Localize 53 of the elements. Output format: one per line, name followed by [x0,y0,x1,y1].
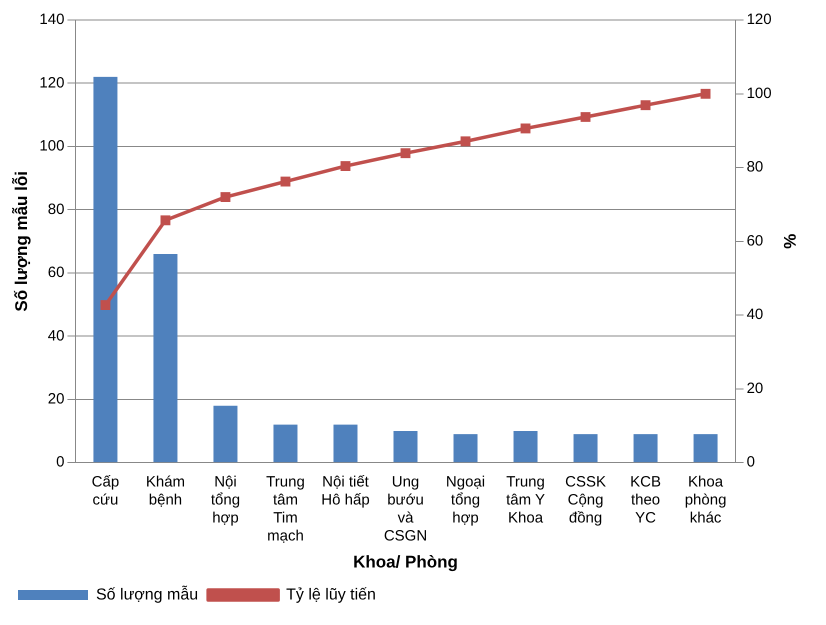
point [280,176,290,186]
y-tick-label: 120 [39,74,64,92]
bar [514,430,538,462]
y2-tick-label: 100 [746,84,772,102]
legend-label: Tỷ lệ lũy tiến [286,586,376,604]
bar [153,254,178,462]
y2-tick-label: 120 [746,11,772,28]
x-tick-label: Nội tổng hợp [210,474,240,527]
y2-tick-label: 60 [746,232,764,250]
x-tick-label: Trung tâm Y Khoa [506,474,545,527]
y2-tick-label: 20 [746,380,764,397]
point [400,148,410,158]
point [100,300,110,310]
y-tick-label: 40 [48,327,64,344]
y2-tick-label: 80 [746,158,764,176]
bar [93,76,118,462]
point [580,112,590,122]
x-tick-label: Trung tâm Tim mạch [266,474,305,545]
bar [574,434,598,462]
bar [213,406,238,462]
bar [694,434,718,462]
x-tick-label: Nội tiết Hô hấp [321,474,370,509]
point [700,88,710,99]
y-axis-title: Số lượng mẫu lỗi [12,171,31,312]
y-tick-label: 100 [39,138,64,155]
point [640,100,650,110]
x-tick-label: Ngoại tổng hợp [446,474,486,527]
y-tick-label: 80 [48,200,64,218]
x-tick-label: Khám bệnh [146,474,186,509]
bar [634,434,658,462]
bar [333,424,358,462]
point [460,136,470,146]
y2-tick-label: 40 [746,306,764,324]
point [520,124,530,134]
y-tick-label: 60 [48,264,64,282]
point [220,192,230,202]
point [340,161,350,171]
y-tick-label: 0 [56,454,64,471]
y2-tick-label: 0 [746,454,755,471]
legend-label: Số lượng mẫu [96,585,198,604]
y2-axis-title: % [780,234,800,249]
y-tick-label: 20 [48,390,64,408]
x-tick-label: KCB theo YC [630,474,661,527]
x-tick-label: Cấp cứu [92,474,120,509]
x-tick-label: CSSK Cộng đồng [565,474,606,527]
x-tick-label: Ung bướu và CSGN [384,474,428,545]
point [160,215,170,226]
x-tick-label: Khoa phòng khác [684,474,726,527]
x-axis-title: Khoa/ Phòng [353,552,458,572]
bar [273,424,298,462]
bar [454,434,478,462]
bar [394,430,418,462]
y-tick-label: 140 [39,11,64,28]
